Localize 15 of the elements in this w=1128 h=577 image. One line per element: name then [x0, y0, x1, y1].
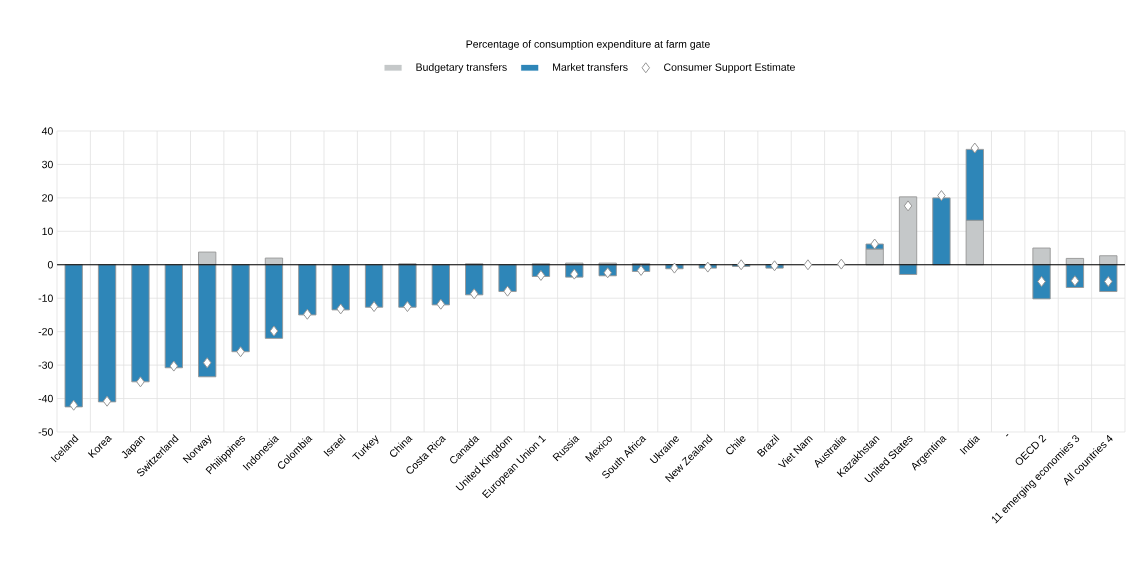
x-tick-label: -: [1006, 434, 1009, 437]
y-tick-label: -40: [38, 394, 53, 403]
y-tick-label: -30: [38, 361, 53, 369]
y-tick-label: -10: [38, 294, 53, 302]
y-tick-label: -50: [38, 428, 53, 436]
y-tick-label: -20: [38, 327, 53, 336]
y-tick-label: 40: [41, 127, 53, 135]
y-tick-label: 0: [47, 261, 53, 269]
legend-label: Consumer Support Estimate: [664, 63, 795, 73]
chart-title: Percentage of consumption expenditure at farm gate: [466, 40, 710, 50]
legend-label: Market transfers: [553, 63, 628, 71]
y-tick-label: 20: [42, 194, 53, 202]
y-tick-label: 30: [42, 160, 53, 169]
y-tick-label: 10: [42, 227, 53, 236]
legend-label: Budgetary transfers: [416, 63, 507, 73]
